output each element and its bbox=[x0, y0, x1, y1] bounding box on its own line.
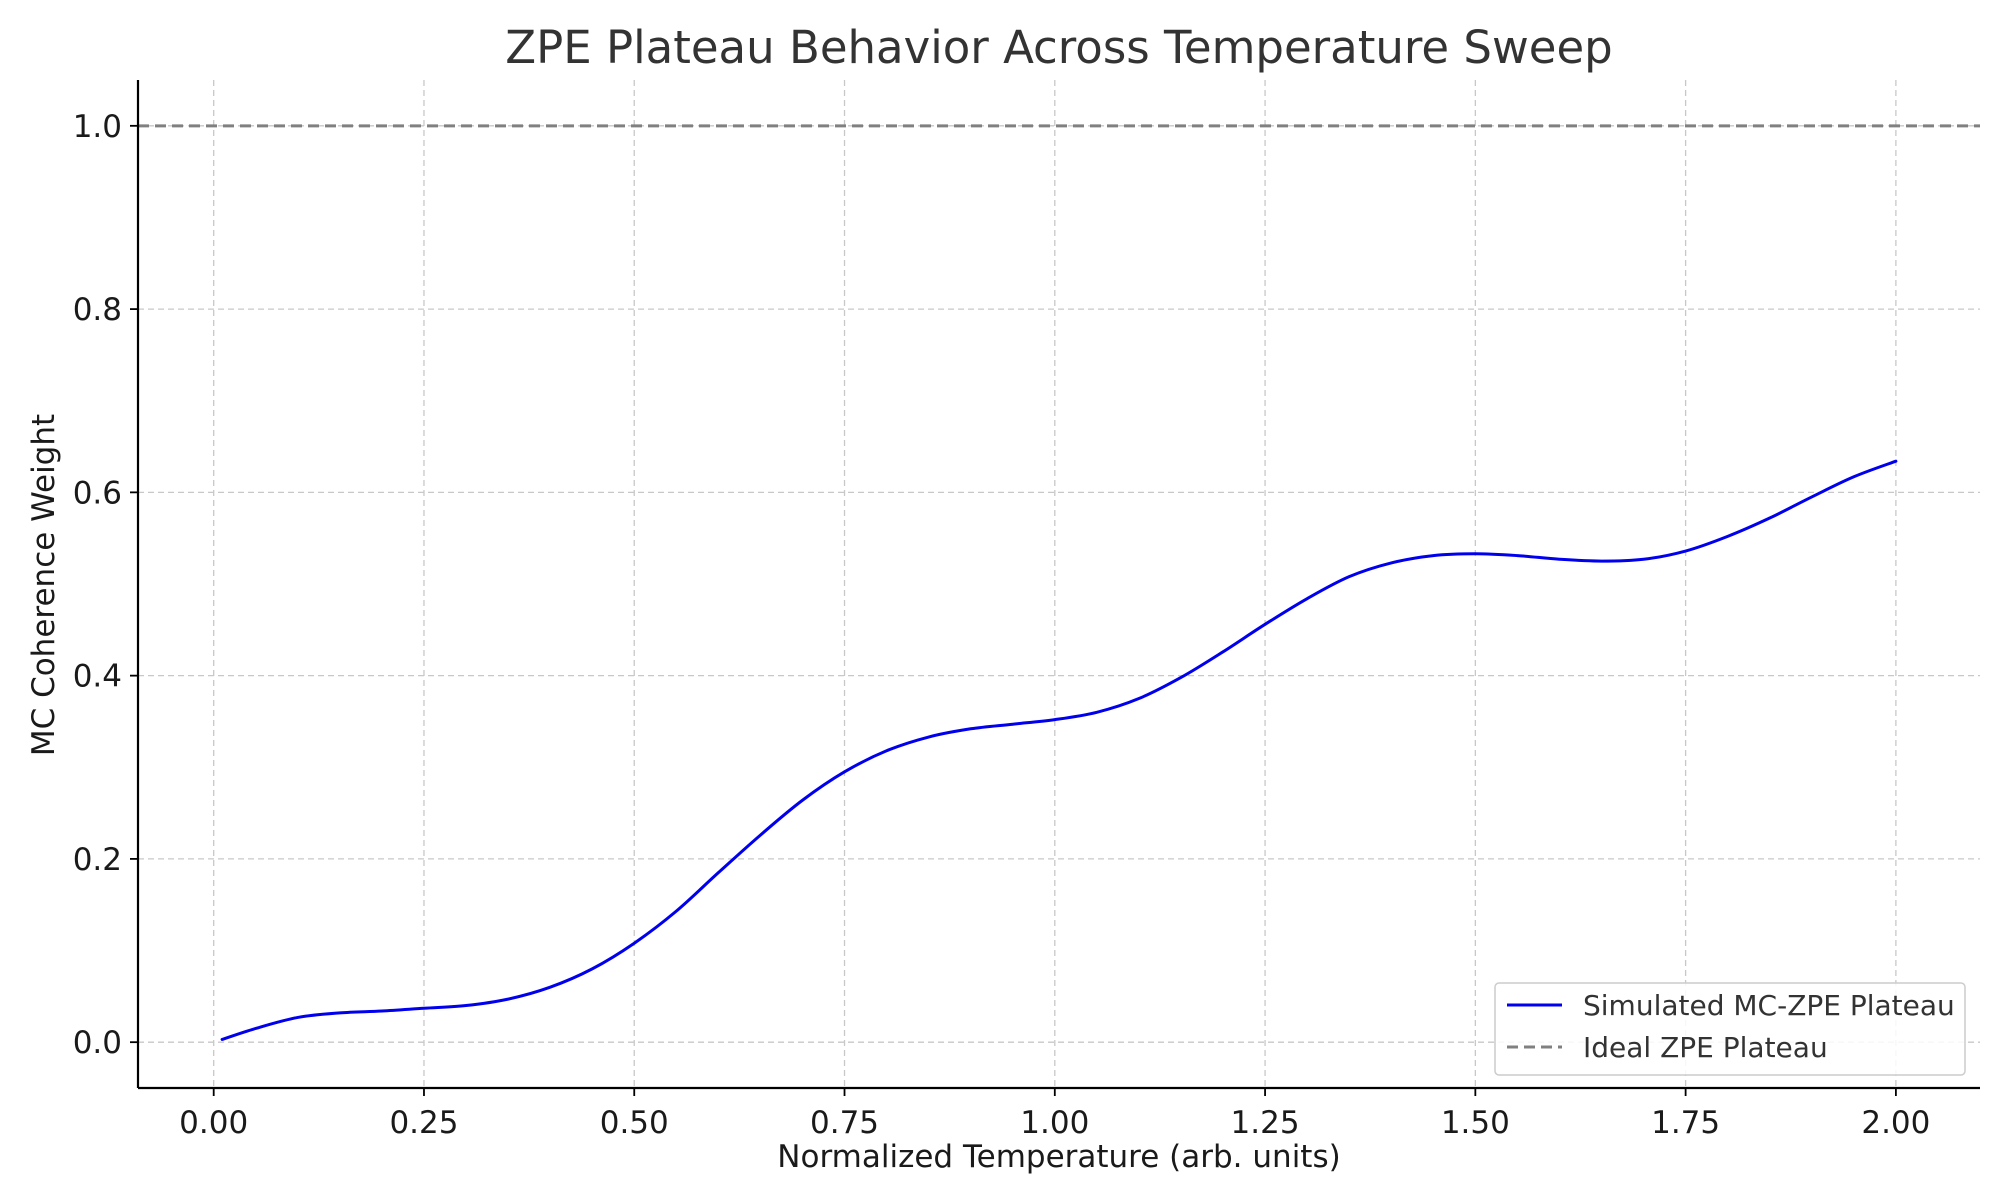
x-tick-label: 1.50 bbox=[1441, 1105, 1510, 1141]
y-tick-label: 0.4 bbox=[73, 659, 122, 695]
ticks: 0.00 0.25 0.50 0.75 1.00 1.25 1.50 1.75 2.00 0.0 0… bbox=[73, 109, 1931, 1141]
y-axis-label: MC Coherence Weight bbox=[26, 414, 62, 756]
x-tick-label: 0.25 bbox=[389, 1105, 458, 1141]
x-tick-label: 2.00 bbox=[1861, 1105, 1930, 1141]
y-tick-label: 1.0 bbox=[73, 109, 122, 145]
x-tick-label: 0.00 bbox=[179, 1105, 248, 1141]
legend-frame bbox=[1494, 982, 1966, 1076]
x-tick-label: 1.00 bbox=[1020, 1105, 1089, 1141]
series-line-simulated bbox=[220, 459, 1898, 1041]
legend-label-ideal: Ideal ZPE Plateau bbox=[1583, 1031, 1828, 1064]
y-tick-label: 0.8 bbox=[73, 292, 122, 328]
y-tick-label: 0.0 bbox=[73, 1025, 122, 1061]
grid bbox=[138, 80, 1980, 1088]
x-tick-label: 1.25 bbox=[1231, 1105, 1300, 1141]
plot-area bbox=[138, 124, 1980, 1041]
y-tick-label: 0.2 bbox=[73, 842, 122, 878]
axes bbox=[136, 80, 1980, 1090]
legend-label-simulated: Simulated MC-ZPE Plateau bbox=[1583, 989, 1955, 1022]
chart-title: ZPE Plateau Behavior Across Temperature … bbox=[505, 21, 1612, 74]
x-tick-label: 1.75 bbox=[1651, 1105, 1720, 1141]
legend: Simulated MC-ZPE Plateau Ideal ZPE Plate… bbox=[1494, 982, 1966, 1076]
y-tick-label: 0.6 bbox=[73, 475, 122, 511]
x-axis-label: Normalized Temperature (arb. units) bbox=[777, 1139, 1340, 1175]
x-tick-label: 0.50 bbox=[600, 1105, 669, 1141]
x-tick-label: 0.75 bbox=[810, 1105, 879, 1141]
